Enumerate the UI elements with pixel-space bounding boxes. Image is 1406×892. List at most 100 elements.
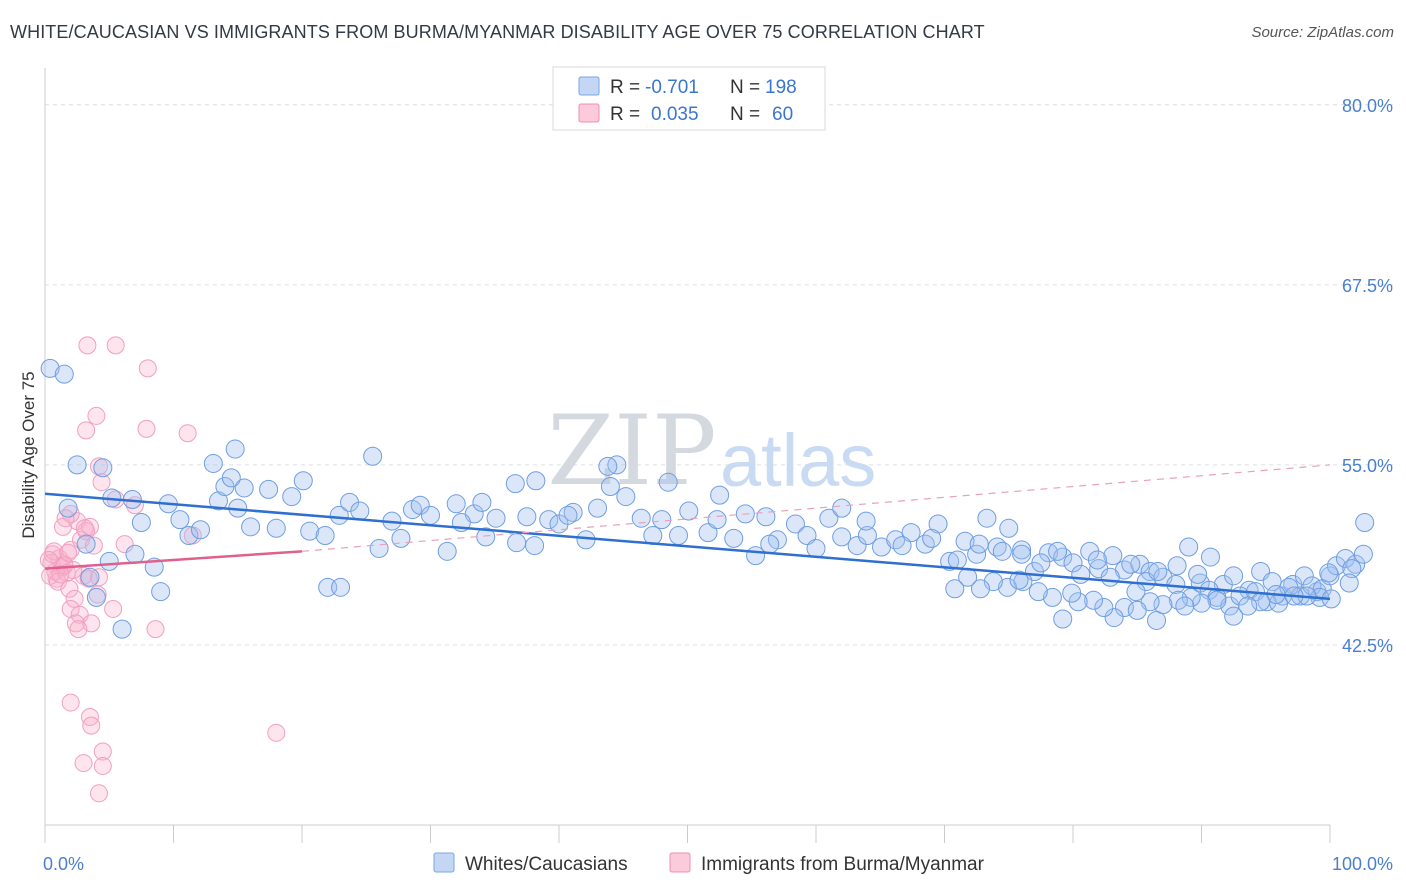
point-whites-39 — [525, 536, 545, 556]
point-whites-10 — [170, 510, 190, 530]
point-whites-134 — [1031, 553, 1051, 573]
point-burma-30 — [138, 359, 157, 378]
point-whites-72 — [955, 531, 975, 551]
point-whites-1 — [54, 364, 74, 384]
point-whites-111 — [363, 446, 383, 466]
point-burma-51 — [89, 784, 108, 803]
point-whites-19 — [282, 487, 302, 507]
point-whites-89 — [1167, 556, 1187, 576]
point-whites-105 — [151, 582, 171, 602]
point-burma-28 — [78, 336, 97, 355]
point-whites-167 — [1238, 596, 1258, 616]
point-whites-196 — [1009, 570, 1029, 590]
y-tick-label-2: 67.5% — [1342, 276, 1393, 296]
point-whites-110 — [331, 577, 351, 597]
point-burma-41 — [75, 519, 94, 538]
point-whites-18 — [266, 518, 286, 538]
point-whites-8 — [131, 513, 151, 533]
point-whites-121 — [710, 485, 730, 505]
point-burma-48 — [93, 742, 112, 761]
point-burma-27 — [146, 620, 165, 639]
point-whites-136 — [1071, 564, 1091, 584]
point-whites-2 — [67, 455, 87, 475]
point-whites-108 — [112, 619, 132, 639]
watermark-atlas: atlas — [720, 419, 876, 502]
point-burma-55 — [51, 565, 70, 584]
point-whites-185 — [997, 577, 1017, 597]
legend-n-label-2: N = — [730, 104, 760, 125]
point-whites-61 — [806, 538, 826, 558]
point-whites-190 — [1355, 513, 1375, 533]
point-whites-176 — [1114, 598, 1134, 618]
point-whites-100 — [1294, 566, 1314, 586]
point-whites-168 — [1224, 606, 1244, 626]
point-whites-71 — [940, 551, 960, 571]
legend-swatch-blue — [578, 76, 600, 96]
point-whites-60 — [797, 525, 817, 545]
point-whites-137 — [1087, 550, 1107, 570]
axes — [44, 68, 1331, 843]
legend-n-label-1: N = — [730, 77, 760, 98]
point-whites-195 — [1147, 610, 1167, 630]
point-whites-80 — [1053, 547, 1073, 567]
point-whites-23 — [329, 505, 349, 525]
point-whites-84 — [1103, 546, 1123, 566]
point-whites-92 — [1200, 547, 1220, 567]
legend-r-value-2: 0.035 — [651, 104, 699, 125]
point-whites-138 — [1100, 567, 1120, 587]
point-whites-169 — [1207, 590, 1227, 610]
point-whites-141 — [1148, 561, 1168, 581]
point-whites-12 — [190, 520, 210, 540]
point-whites-102 — [99, 551, 119, 571]
point-whites-13 — [208, 491, 228, 511]
watermark: ZIP atlas — [547, 395, 876, 507]
point-whites-179 — [1084, 590, 1104, 610]
point-burma-18 — [84, 536, 103, 555]
point-whites-22 — [315, 525, 335, 545]
point-whites-182 — [1042, 587, 1062, 607]
point-whites-127 — [856, 511, 876, 531]
point-whites-95 — [1239, 580, 1259, 600]
legend-bottom-swatch-blue — [433, 852, 455, 873]
x-tick-label-0: 0.0% — [43, 854, 84, 874]
series-whites-points — [40, 358, 1375, 639]
trend-line-burma-extension — [301, 464, 1331, 552]
y-tick-label-0: 42.5% — [1342, 636, 1393, 656]
point-whites-64 — [847, 536, 867, 556]
point-whites-129 — [922, 528, 942, 548]
point-whites-50 — [669, 525, 689, 545]
legend-r-value-1: -0.701 — [645, 77, 699, 98]
point-whites-133 — [1012, 544, 1032, 564]
grid-lines — [45, 104, 1395, 646]
point-whites-28 — [391, 528, 411, 548]
point-whites-53 — [707, 510, 727, 530]
point-whites-16 — [241, 517, 261, 537]
point-whites-90 — [1179, 537, 1199, 557]
point-whites-51 — [679, 501, 699, 521]
point-whites-46 — [616, 487, 636, 507]
legend-n-value-1: 198 — [765, 77, 797, 98]
point-whites-49 — [652, 510, 672, 530]
point-whites-4 — [58, 498, 78, 518]
legend-bottom-swatch-pink — [669, 852, 691, 873]
point-whites-63 — [832, 527, 852, 547]
point-whites-118 — [203, 453, 223, 473]
point-whites-103 — [125, 544, 145, 564]
point-burma-47 — [82, 716, 101, 735]
point-whites-87 — [1140, 561, 1160, 581]
point-burma-16 — [60, 579, 79, 598]
point-burma-36 — [92, 473, 111, 492]
point-whites-125 — [558, 505, 578, 525]
y-tick-labels: 42.5% 55.0% 67.5% 80.0% — [1342, 96, 1393, 656]
point-whites-113 — [658, 472, 678, 492]
point-whites-76 — [999, 518, 1019, 538]
point-whites-59 — [785, 514, 805, 534]
y-axis-title: Disability Age Over 75 — [19, 371, 38, 538]
point-whites-33 — [446, 494, 466, 514]
point-whites-77 — [1012, 540, 1032, 560]
point-whites-170 — [1192, 593, 1211, 613]
legend-top: R = -0.701 N = 198 R = 0.035 N = 60 — [552, 66, 826, 131]
point-whites-191 — [1127, 600, 1147, 620]
point-whites-62 — [819, 508, 839, 528]
